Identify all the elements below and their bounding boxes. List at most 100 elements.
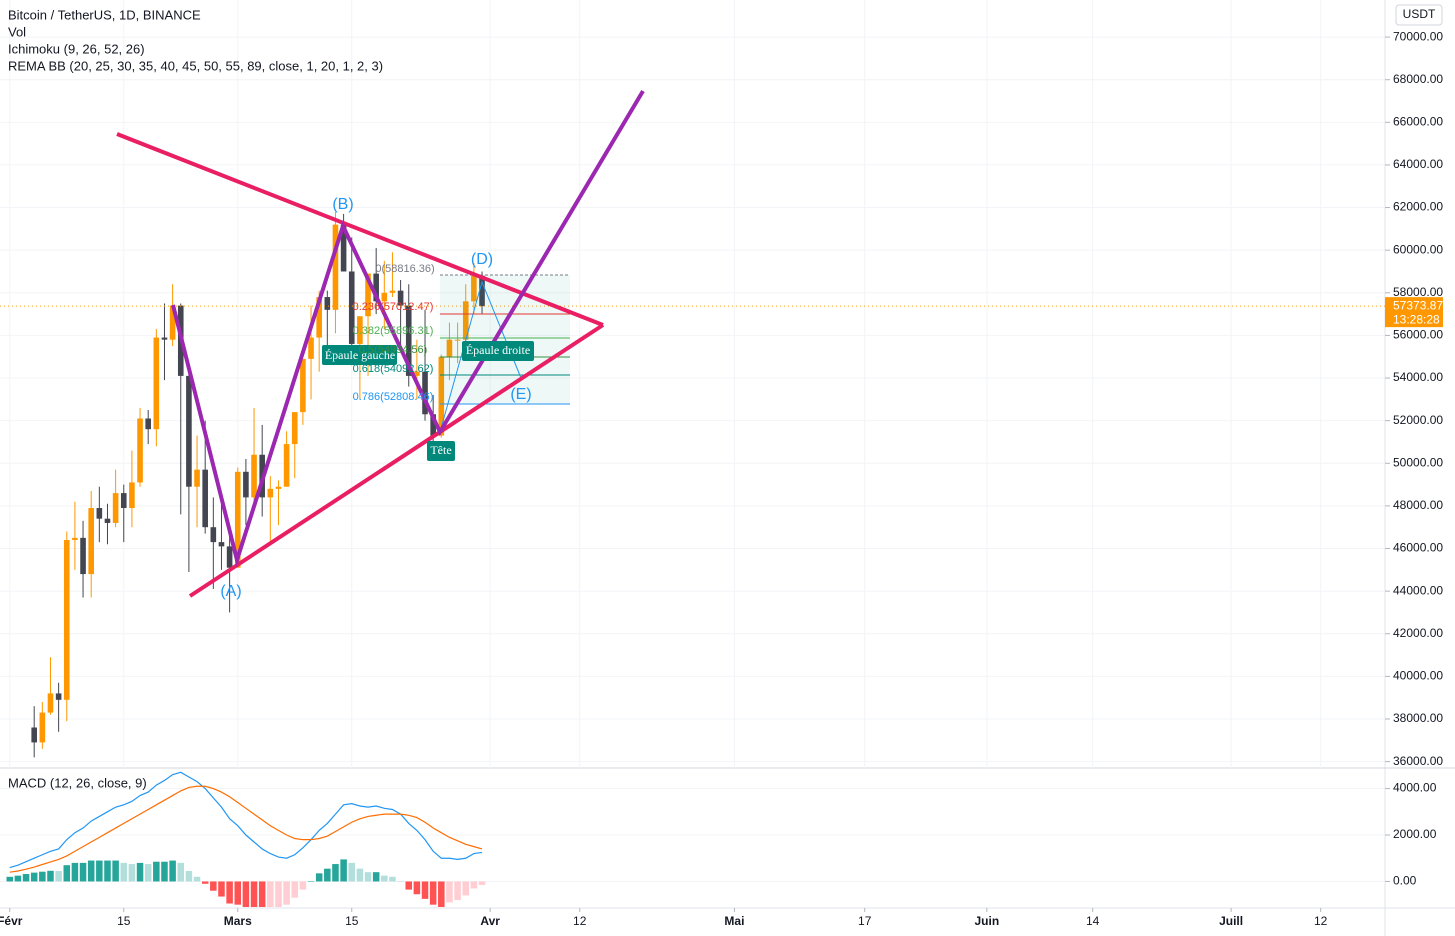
last-price-label: 57373.87 — [1393, 298, 1443, 312]
candle-body — [405, 305, 412, 376]
macd-histogram-bar — [136, 862, 144, 882]
macd-histogram-bar — [438, 881, 445, 907]
annotation: 0.5(54994.56) — [359, 344, 428, 356]
candle-body — [63, 539, 70, 700]
candle-body — [389, 290, 396, 293]
macd-histogram-bar — [429, 881, 437, 905]
macd-histogram-bar — [185, 871, 193, 882]
macd-histogram-bar — [218, 881, 225, 897]
macd-histogram-bar — [55, 871, 62, 882]
y-tick-label: 42000.00 — [1393, 626, 1443, 640]
label-box — [427, 441, 455, 461]
candle-body — [112, 493, 119, 523]
macd-histogram-bar — [22, 874, 30, 882]
x-tick-label: 15 — [345, 914, 359, 928]
annotation: (B) — [332, 196, 353, 213]
annotation: 0.786(52808.46) — [353, 391, 434, 403]
macd-histogram-bar — [478, 881, 486, 885]
macd-histogram-bar — [324, 868, 331, 882]
last-price-tag — [1385, 297, 1443, 328]
y-tick-label: 62000.00 — [1393, 200, 1443, 214]
annotation: Épaule droite — [466, 343, 530, 357]
y-tick-label: 58000.00 — [1393, 285, 1443, 299]
macd-histogram-bar — [120, 862, 128, 882]
candle-body — [454, 339, 461, 341]
candle-body — [283, 444, 290, 487]
macd-histogram-bar — [79, 862, 87, 882]
macd-histogram-bar — [39, 871, 46, 882]
candle-body — [462, 301, 469, 340]
candle-body — [422, 371, 428, 415]
y-tick-label: 60000.00 — [1393, 242, 1443, 256]
macd-histogram-bar — [63, 865, 71, 882]
y-tick-label: 64000.00 — [1393, 157, 1443, 171]
y-tick-label: 44000.00 — [1393, 583, 1443, 597]
y-tick-label: 36000.00 — [1393, 754, 1443, 768]
macd-histogram-bar — [397, 881, 404, 882]
y-tick-label: 48000.00 — [1393, 498, 1443, 512]
macd-histogram-bar — [250, 881, 258, 907]
annotation: (D) — [471, 251, 493, 268]
countdown: 13:28:28 — [1393, 312, 1440, 326]
macd-histogram-bar — [234, 881, 242, 905]
x-tick-label: 12 — [1314, 914, 1328, 928]
macd-histogram-bar — [14, 875, 22, 882]
annotation: Tête — [430, 443, 451, 457]
macd-histogram-bar — [242, 881, 250, 907]
macd-histogram-bar — [356, 868, 364, 882]
candle-body — [80, 537, 86, 575]
macd-histogram-bar — [413, 881, 421, 895]
macd-histogram-bar — [161, 861, 168, 882]
header-title: Bitcoin / TetherUS, 1D, BINANCE — [8, 7, 201, 22]
macd-histogram-bar — [299, 881, 307, 890]
candle-body — [226, 546, 233, 568]
macd-histogram-bar — [340, 859, 347, 882]
macd-histogram-bar — [405, 881, 412, 890]
candle-body — [31, 727, 37, 743]
candle-body — [161, 337, 168, 340]
abcde-pattern — [171, 89, 645, 568]
candle-body — [365, 273, 371, 317]
candle-body — [275, 486, 282, 489]
macd-histogram-bar — [307, 881, 315, 882]
candle-body — [251, 454, 257, 498]
x-tick-label: Févr — [0, 914, 23, 928]
currency-button[interactable] — [1395, 4, 1443, 26]
macd-histogram-bar — [446, 881, 453, 903]
candle-body — [414, 371, 420, 376]
candle-body — [348, 271, 355, 344]
macd-histogram-bar — [193, 876, 201, 882]
candle-body — [96, 508, 103, 519]
annotation: 0.236(57012.47) — [353, 301, 434, 313]
macd-histogram-bar — [112, 860, 119, 882]
x-tick-label: Juin — [975, 914, 1000, 928]
annotation: 0(58816.36) — [375, 263, 434, 275]
candle-body — [47, 693, 54, 713]
macd-histogram-bar — [153, 861, 160, 882]
candle-body — [129, 482, 135, 509]
candle-body — [218, 542, 225, 547]
macd-histogram-bar — [275, 881, 282, 907]
y-tick-label: 0.00 — [1393, 874, 1417, 888]
macd-histogram-bar — [210, 881, 217, 891]
candle-body — [88, 508, 94, 575]
x-tick-label: Juill — [1219, 914, 1243, 928]
currency-label[interactable]: USDT — [1403, 7, 1436, 21]
macd-line — [9, 771, 483, 869]
macd-histogram-bar — [177, 862, 185, 882]
y-tick-label: 46000.00 — [1393, 541, 1443, 555]
y-tick-label: 68000.00 — [1393, 72, 1443, 86]
macd-histogram-bar — [87, 860, 95, 882]
y-tick-label: 2000.00 — [1393, 827, 1437, 841]
macd-histogram-bar — [283, 881, 290, 905]
y-tick-label: 56000.00 — [1393, 328, 1443, 342]
candle-body — [186, 375, 192, 487]
macd-histogram-bar — [258, 881, 266, 907]
x-tick-label: 12 — [573, 914, 587, 928]
candle-body — [234, 471, 241, 568]
candle-body — [39, 712, 46, 743]
macd-histogram-bar — [348, 862, 356, 882]
x-tick-label: Mars — [224, 914, 252, 928]
annotation: 0.382(55896.31) — [353, 325, 434, 337]
